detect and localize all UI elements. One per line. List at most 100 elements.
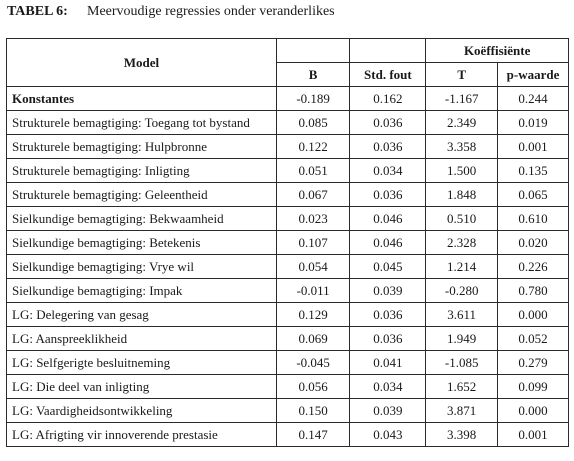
- cell-variable-name: Sielkundige bemagtiging: Betekenis: [6, 230, 277, 255]
- cell-p-value: 0.001: [497, 422, 569, 447]
- cell-t: -1.167: [425, 86, 499, 111]
- cell-b: 0.023: [275, 206, 351, 231]
- header-row-bottom: B Std. fout T p-waarde: [7, 62, 569, 87]
- cell-std-error: 0.039: [349, 278, 427, 303]
- cell-t: 0.510: [425, 206, 499, 231]
- table-row: Konstantes -0.189 0.162 -1.167 0.244: [6, 86, 569, 111]
- cell-std-error: 0.162: [349, 86, 427, 111]
- table-row: Strukturele bemagtiging: Toegang tot bys…: [6, 110, 569, 135]
- table-row: Sielkundige bemagtiging: Bekwaamheid 0.02…: [6, 206, 569, 231]
- table-caption-label: TABEL 6:: [7, 4, 68, 19]
- cell-variable-name: LG: Vaardigheidsontwikkeling: [6, 398, 277, 423]
- cell-t: 3.611: [425, 302, 499, 327]
- cell-t: 1.214: [425, 254, 499, 279]
- cell-std-error: 0.046: [349, 206, 427, 231]
- cell-p-value: 0.780: [497, 278, 569, 303]
- table-row: LG: Aanspreeklikheid 0.069 0.036 1.949 0.052: [6, 326, 569, 351]
- cell-variable-name: Strukturele bemagtiging: Toegang tot bys…: [6, 110, 277, 135]
- cell-b: -0.045: [275, 350, 351, 375]
- cell-variable-name: LG: Aanspreeklikheid: [6, 326, 277, 351]
- cell-b: 0.067: [275, 182, 351, 207]
- table-row: LG: Delegering van gesag 0.129 0.036 3.611 0…: [6, 302, 569, 327]
- table-row: Sielkundige bemagtiging: Betekenis 0.107 0…: [6, 230, 569, 255]
- header-std-error: Std. fout: [349, 62, 427, 87]
- cell-p-value: 0.244: [497, 86, 569, 111]
- cell-p-value: 0.226: [497, 254, 569, 279]
- table-row: LG: Afrigting vir innoverende prestasie 0…: [6, 422, 569, 447]
- header-coefficients-group: Koëffisiënte: [425, 38, 569, 63]
- table-caption-title: Meervoudige regressies onder veranderlik…: [87, 4, 335, 19]
- cell-t: 3.871: [425, 398, 499, 423]
- cell-t: 1.652: [425, 374, 499, 399]
- cell-std-error: 0.041: [349, 350, 427, 375]
- cell-t: -1.085: [425, 350, 499, 375]
- cell-p-value: 0.099: [497, 374, 569, 399]
- header-b: B: [275, 62, 351, 87]
- cell-p-value: 0.000: [497, 398, 569, 423]
- cell-t: -0.280: [425, 278, 499, 303]
- table-row: LG: Die deel van inligting 0.056 0.034 1.65…: [6, 374, 569, 399]
- cell-variable-name: LG: Selfgerigte besluitneming: [6, 350, 277, 375]
- cell-p-value: 0.065: [497, 182, 569, 207]
- cell-b: 0.056: [275, 374, 351, 399]
- cell-p-value: 0.019: [497, 110, 569, 135]
- cell-b: 0.122: [275, 134, 351, 159]
- cell-t: 1.949: [425, 326, 499, 351]
- cell-std-error: 0.036: [349, 110, 427, 135]
- cell-std-error: 0.036: [349, 134, 427, 159]
- cell-t: 1.500: [425, 158, 499, 183]
- cell-variable-name: Konstantes: [6, 86, 277, 111]
- header-blank-b: [275, 38, 351, 63]
- cell-b: 0.147: [275, 422, 351, 447]
- cell-b: 0.150: [275, 398, 351, 423]
- cell-t: 2.349: [425, 110, 499, 135]
- cell-std-error: 0.036: [349, 326, 427, 351]
- cell-b: 0.054: [275, 254, 351, 279]
- cell-variable-name: Sielkundige bemagtiging: Impak: [6, 278, 277, 303]
- table-row: Strukturele bemagtiging: Geleentheid 0.06…: [6, 182, 569, 207]
- header-p-value: p-waarde: [497, 62, 569, 87]
- cell-variable-name: LG: Delegering van gesag: [6, 302, 277, 327]
- cell-variable-name: Strukturele bemagtiging: Hulpbronne: [6, 134, 277, 159]
- table-row: Sielkundige bemagtiging: Impak -0.011 0.03…: [6, 278, 569, 303]
- header-model: Model: [6, 38, 277, 87]
- cell-variable-name: Strukturele bemagtiging: Inligting: [6, 158, 277, 183]
- cell-std-error: 0.034: [349, 158, 427, 183]
- cell-p-value: 0.610: [497, 206, 569, 231]
- cell-variable-name: Sielkundige bemagtiging: Vrye wil: [6, 254, 277, 279]
- cell-b: 0.051: [275, 158, 351, 183]
- cell-std-error: 0.036: [349, 182, 427, 207]
- cell-p-value: 0.020: [497, 230, 569, 255]
- table-header: Model Koëffisiënte B Std. fout T p-waard…: [6, 38, 569, 87]
- cell-t: 3.358: [425, 134, 499, 159]
- cell-variable-name: Sielkundige bemagtiging: Bekwaamheid: [6, 206, 277, 231]
- cell-std-error: 0.046: [349, 230, 427, 255]
- table-row: LG: Vaardigheidsontwikkeling 0.150 0.039 3.…: [6, 398, 569, 423]
- cell-variable-name: Strukturele bemagtiging: Geleentheid: [6, 182, 277, 207]
- cell-b: 0.085: [275, 110, 351, 135]
- table-row: Sielkundige bemagtiging: Vrye wil 0.054 0.…: [6, 254, 569, 279]
- cell-t: 3.398: [425, 422, 499, 447]
- cell-std-error: 0.036: [349, 302, 427, 327]
- cell-std-error: 0.045: [349, 254, 427, 279]
- table-row: Strukturele bemagtiging: Inligting 0.051 0…: [6, 158, 569, 183]
- header-blank-std: [349, 38, 427, 63]
- cell-p-value: 0.001: [497, 134, 569, 159]
- cell-p-value: 0.135: [497, 158, 569, 183]
- cell-std-error: 0.034: [349, 374, 427, 399]
- cell-p-value: 0.000: [497, 302, 569, 327]
- header-row-top: Model Koëffisiënte: [6, 38, 569, 87]
- table-caption: TABEL 6: Meervoudige regressies onder ver…: [7, 3, 335, 21]
- cell-p-value: 0.279: [497, 350, 569, 375]
- cell-b: 0.069: [275, 326, 351, 351]
- header-t: T: [425, 62, 499, 87]
- cell-t: 1.848: [425, 182, 499, 207]
- cell-variable-name: LG: Afrigting vir innoverende prestasie: [6, 422, 277, 447]
- cell-variable-name: LG: Die deel van inligting: [6, 374, 277, 399]
- cell-p-value: 0.052: [497, 326, 569, 351]
- table-row: Strukturele bemagtiging: Hulpbronne 0.122…: [6, 134, 569, 159]
- cell-b: -0.189: [275, 86, 351, 111]
- cell-b: 0.129: [275, 302, 351, 327]
- cell-std-error: 0.043: [349, 422, 427, 447]
- regression-table: Model Koëffisiënte B Std. fout T p-waard…: [6, 38, 569, 447]
